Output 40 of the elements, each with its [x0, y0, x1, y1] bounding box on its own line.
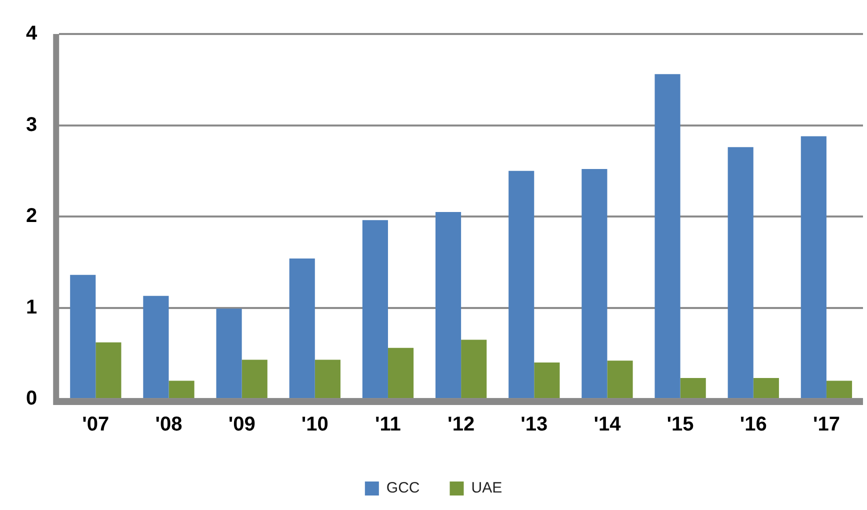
x-tick-label: '16	[740, 414, 767, 436]
bar	[289, 258, 315, 398]
legend-label: UAE	[471, 480, 502, 497]
bar	[168, 380, 194, 398]
bar	[800, 136, 826, 398]
bar	[654, 74, 680, 398]
bar	[508, 170, 534, 398]
x-tick-label: '14	[594, 414, 622, 436]
bar	[461, 340, 487, 398]
bar	[96, 342, 122, 398]
bar	[582, 169, 608, 398]
bar	[680, 378, 706, 398]
bar	[534, 362, 560, 398]
bar	[70, 274, 96, 398]
y-tick-label: 3	[26, 114, 38, 136]
bar	[753, 378, 779, 398]
y-tick-label: 2	[26, 205, 38, 228]
y-tick-label: 1	[26, 296, 38, 318]
bar	[826, 380, 852, 398]
x-tick-label: '12	[448, 414, 475, 436]
bar	[216, 308, 242, 398]
x-tick-label: '08	[155, 414, 182, 436]
bar	[242, 360, 268, 398]
bar	[314, 360, 340, 398]
x-tick-label: '15	[666, 414, 694, 436]
x-tick-label: '13	[520, 414, 548, 436]
x-tick-label: '07	[82, 414, 110, 436]
legend-label: GCC	[386, 480, 420, 497]
bar	[607, 360, 633, 398]
x-tick-label: '17	[812, 414, 840, 436]
x-tick-label: '09	[228, 414, 256, 436]
x-tick-label: '11	[375, 414, 401, 436]
bar	[143, 296, 169, 398]
bar	[362, 220, 388, 398]
bar	[728, 147, 754, 398]
bar	[388, 348, 414, 398]
y-tick-label: 0	[26, 388, 38, 410]
y-tick-label: 4	[26, 22, 38, 45]
x-tick-label: '10	[301, 414, 328, 436]
bar	[435, 212, 462, 398]
